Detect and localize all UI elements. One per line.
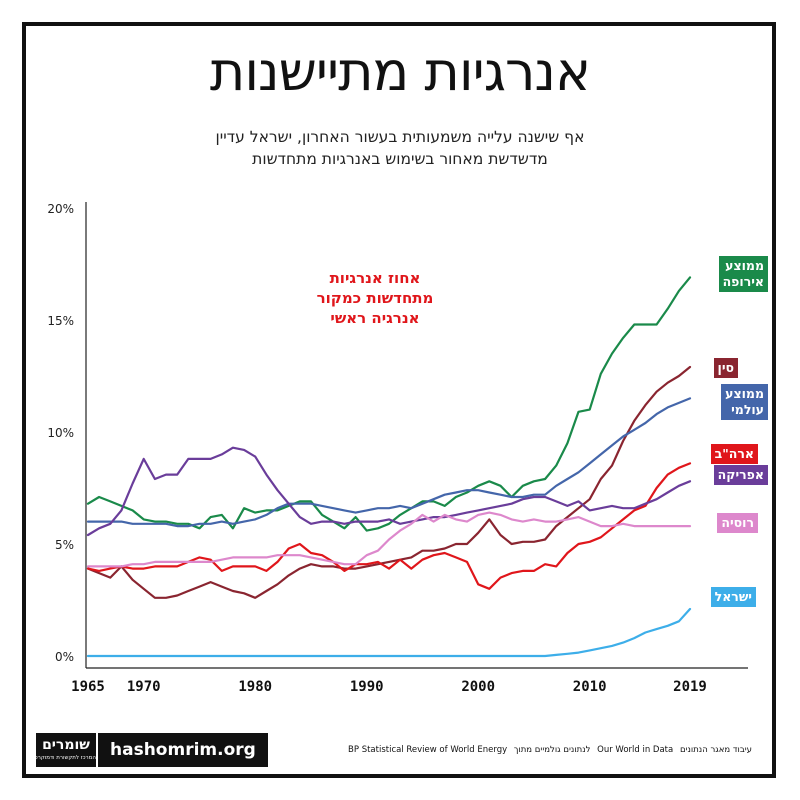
series-label-6: ישראל xyxy=(710,587,756,607)
series-label-0: ממוצע אירופה xyxy=(718,256,768,292)
source-text-3: לנתונים גולמיים מתוך xyxy=(513,745,591,755)
y-tick-label-15: 15% xyxy=(47,314,74,328)
x-tick-label-1980: 1980 xyxy=(238,679,272,695)
series-label-line-1: ממוצע xyxy=(725,386,764,401)
series-label-1: סין xyxy=(713,358,738,378)
page-title: אנרגיות מתיישנות xyxy=(209,40,591,103)
annotation-line-2: מתחדשות כמקור xyxy=(316,289,434,307)
series-label-line-2: אירופה xyxy=(722,274,764,289)
y-tick-label-20: 20% xyxy=(47,202,74,216)
x-tick-label-1965: 1965 xyxy=(71,679,105,695)
x-tick-label-1990: 1990 xyxy=(350,679,384,695)
logo-subtext: המרכז לתקשורת ודמוקרטיה xyxy=(29,755,96,761)
source-credit: BP Statistical Review of World Energy לנ… xyxy=(344,745,752,755)
series-line-4 xyxy=(86,446,692,537)
series-label-3: ארה"ב xyxy=(710,444,758,464)
x-tick-label-2010: 2010 xyxy=(573,679,607,695)
series-label-line-1: ישראל xyxy=(714,589,752,604)
subtitle-line-1: אף שישנה עלייה משמעותית בעשור האחרון, יש… xyxy=(215,128,585,146)
shomrim-logo[interactable]: שומרים המרכז לתקשורת ודמוקרטיה xyxy=(29,733,96,767)
y-tick-label-5: 5% xyxy=(55,538,74,552)
annotation-line-3: אנרגיה ראשי xyxy=(330,309,420,327)
x-tick-label-2019: 2019 xyxy=(673,679,707,695)
series-label-line-2: עולמי xyxy=(731,402,764,417)
source-text-2: Our World in Data xyxy=(597,745,674,755)
x-tick-label-1970: 1970 xyxy=(127,679,161,695)
series-line-6 xyxy=(86,607,692,658)
series-line-0 xyxy=(86,276,692,532)
source-text-1: עיבוד מאגר הנתונים xyxy=(679,745,752,755)
subtitle-line-2: מדשדשת מאחור בשימוש באנרגיות מתחדשות xyxy=(252,150,548,168)
series-label-5: רוסיה xyxy=(717,513,758,533)
series-line-1 xyxy=(86,365,692,599)
series-line-5 xyxy=(86,511,692,568)
source-text-4: BP Statistical Review of World Energy xyxy=(348,745,508,755)
series-label-4: אפריקה xyxy=(713,465,768,485)
site-link[interactable]: hashomrim.org xyxy=(98,733,268,767)
logo-text: שומרים xyxy=(42,737,90,753)
series-label-line-1: ארה"ב xyxy=(714,446,754,461)
series-label-line-1: ממוצע xyxy=(725,258,764,273)
chart-annotation: אחוז אנרגיות מתחדשות כמקור אנרגיה ראשי xyxy=(290,268,460,328)
y-tick-label-0: 0% xyxy=(55,650,74,664)
y-tick-label-10: 10% xyxy=(47,426,74,440)
series-label-line-1: אפריקה xyxy=(717,467,764,482)
series-label-line-1: רוסיה xyxy=(721,515,754,530)
series-label-2: ממוצע עולמי xyxy=(721,384,768,420)
annotation-line-1: אחוז אנרגיות xyxy=(329,269,421,287)
series-line-2 xyxy=(86,397,692,528)
page-subtitle: אף שישנה עלייה משמעותית בעשור האחרון, יש… xyxy=(60,126,740,170)
series-label-line-1: סין xyxy=(717,360,734,375)
x-tick-label-2000: 2000 xyxy=(461,679,495,695)
